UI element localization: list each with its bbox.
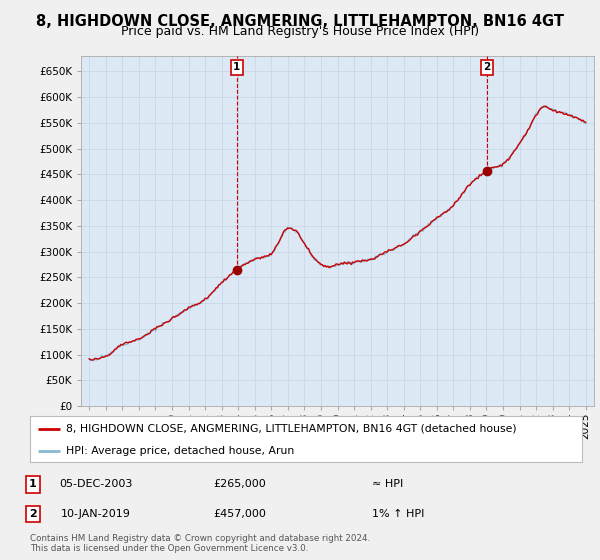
Text: 1% ↑ HPI: 1% ↑ HPI [372, 509, 424, 519]
Text: £265,000: £265,000 [214, 479, 266, 489]
Text: Contains HM Land Registry data © Crown copyright and database right 2024.
This d: Contains HM Land Registry data © Crown c… [30, 534, 370, 553]
Text: 2: 2 [29, 509, 37, 519]
Text: 2: 2 [484, 62, 491, 72]
Text: 10-JAN-2019: 10-JAN-2019 [61, 509, 131, 519]
Text: 05-DEC-2003: 05-DEC-2003 [59, 479, 133, 489]
Text: £457,000: £457,000 [214, 509, 266, 519]
Text: 1: 1 [29, 479, 37, 489]
Text: 8, HIGHDOWN CLOSE, ANGMERING, LITTLEHAMPTON, BN16 4GT: 8, HIGHDOWN CLOSE, ANGMERING, LITTLEHAMP… [36, 14, 564, 29]
Text: Price paid vs. HM Land Registry's House Price Index (HPI): Price paid vs. HM Land Registry's House … [121, 25, 479, 38]
Text: 8, HIGHDOWN CLOSE, ANGMERING, LITTLEHAMPTON, BN16 4GT (detached house): 8, HIGHDOWN CLOSE, ANGMERING, LITTLEHAMP… [66, 424, 517, 434]
Text: ≈ HPI: ≈ HPI [372, 479, 403, 489]
Text: 1: 1 [233, 62, 241, 72]
Text: HPI: Average price, detached house, Arun: HPI: Average price, detached house, Arun [66, 446, 294, 455]
